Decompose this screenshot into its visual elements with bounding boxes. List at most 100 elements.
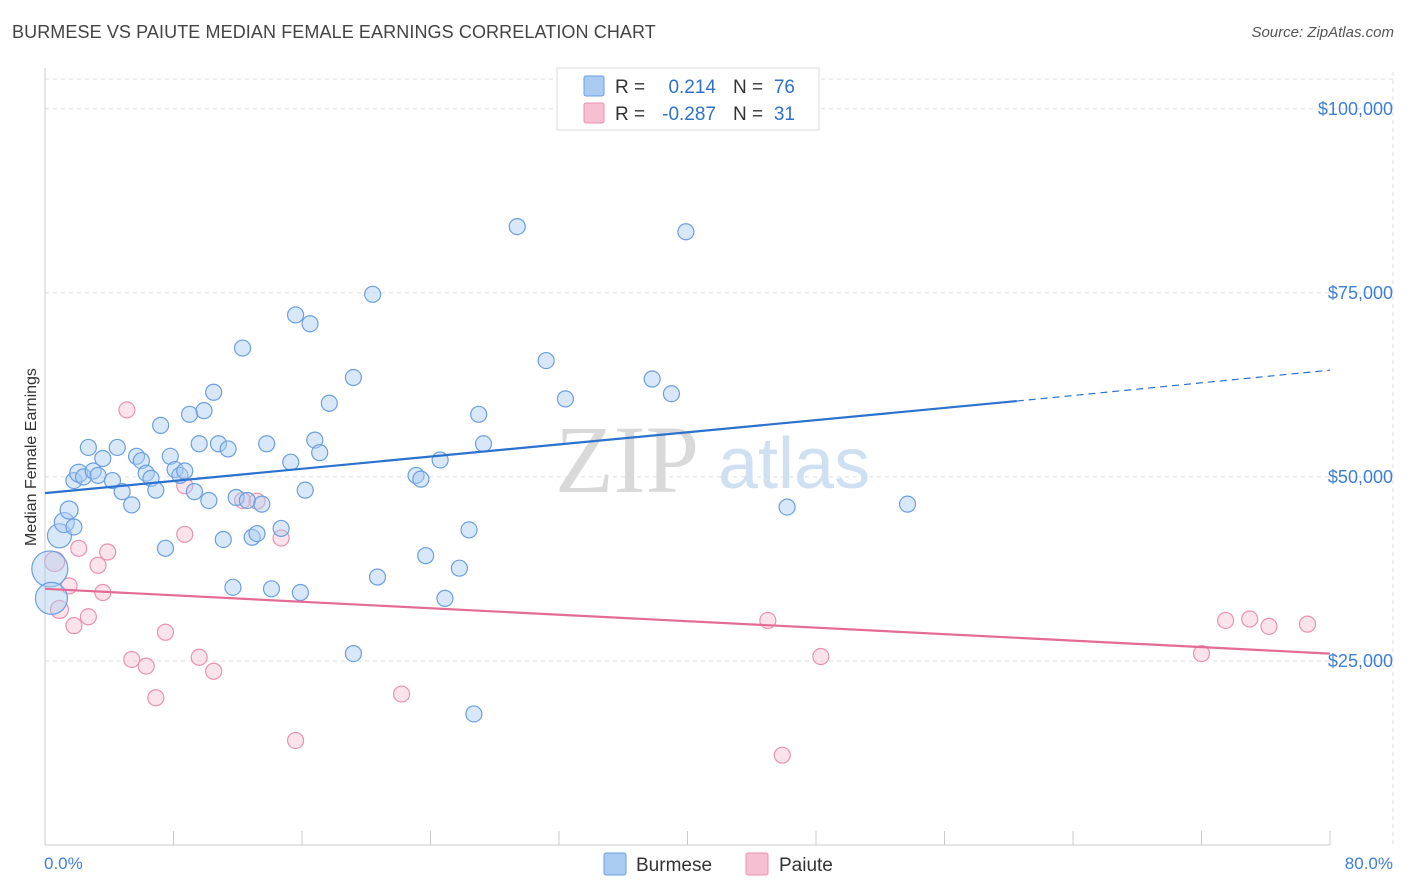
burmese-point-31 bbox=[195, 402, 213, 420]
legend-n-value-burmese: 76 bbox=[774, 77, 795, 98]
burmese-point-49 bbox=[291, 583, 309, 602]
burmese-point-2 bbox=[46, 523, 73, 549]
burmese-point-27 bbox=[176, 462, 194, 480]
burmese-point-47 bbox=[282, 453, 300, 471]
paiute-point-14 bbox=[176, 477, 194, 495]
y-tick-label-1: $50,000 bbox=[1328, 467, 1393, 487]
paiute-point-9 bbox=[118, 401, 136, 419]
paiute-point-6 bbox=[89, 556, 107, 574]
paiute-point-29 bbox=[1260, 617, 1278, 635]
paiute-point-30 bbox=[1298, 615, 1317, 633]
burmese-point-53 bbox=[311, 444, 329, 462]
bottom-legend-swatch-burmese bbox=[603, 852, 627, 876]
burmese-point-54 bbox=[320, 394, 338, 412]
burmese-point-29 bbox=[185, 483, 203, 501]
burmese-point-51 bbox=[301, 315, 319, 333]
burmese-point-57 bbox=[368, 568, 387, 586]
burmese-point-12 bbox=[94, 449, 112, 468]
burmese-point-38 bbox=[227, 488, 245, 507]
burmese-point-3 bbox=[53, 511, 75, 534]
series-paiute-points bbox=[44, 401, 1317, 764]
paiute-point-8 bbox=[99, 543, 117, 561]
burmese-point-9 bbox=[79, 438, 97, 457]
series-legend: Burmese Paiute bbox=[603, 852, 833, 876]
burmese-point-56 bbox=[364, 285, 382, 303]
burmese-point-30 bbox=[190, 435, 208, 453]
legend-swatch-burmese bbox=[583, 75, 605, 97]
burmese-point-21 bbox=[147, 481, 165, 499]
legend-r-value-paiute: -0.287 bbox=[662, 104, 716, 125]
legend-swatch-paiute bbox=[583, 102, 605, 124]
burmese-point-46 bbox=[272, 519, 290, 538]
burmese-point-0 bbox=[31, 550, 69, 588]
burmese-point-73 bbox=[662, 385, 681, 403]
burmese-point-22 bbox=[152, 416, 170, 434]
burmese-point-66 bbox=[474, 435, 493, 453]
paiute-point-22 bbox=[392, 685, 411, 703]
paiute-point-21 bbox=[286, 731, 305, 750]
burmese-point-15 bbox=[113, 483, 131, 501]
y-axis-label: Median Female Earnings bbox=[23, 368, 40, 546]
paiute-point-13 bbox=[156, 623, 175, 641]
burmese-trend-extension bbox=[1016, 369, 1331, 402]
paiute-point-11 bbox=[137, 657, 155, 675]
burmese-point-55 bbox=[344, 368, 362, 387]
burmese-point-8 bbox=[74, 468, 93, 486]
paiute-point-5 bbox=[79, 608, 97, 626]
legend-r-value-burmese: 0.214 bbox=[668, 77, 716, 98]
burmese-point-48 bbox=[286, 306, 305, 324]
axes bbox=[44, 68, 1331, 846]
burmese-point-32 bbox=[200, 491, 218, 510]
watermark-atlas: atlas bbox=[718, 424, 870, 504]
chart-title: BURMESE VS PAIUTE MEDIAN FEMALE EARNINGS… bbox=[12, 22, 656, 42]
stats-legend: R = 0.214 N = 76 R = -0.287 N = 31 bbox=[556, 67, 820, 131]
burmese-point-19 bbox=[137, 464, 155, 482]
burmese-point-34 bbox=[209, 435, 228, 453]
paiute-point-3 bbox=[65, 617, 83, 635]
burmese-point-4 bbox=[59, 500, 79, 520]
paiute-point-10 bbox=[123, 650, 141, 669]
burmese-point-42 bbox=[248, 524, 266, 543]
burmese-point-40 bbox=[238, 491, 256, 510]
paiute-point-28 bbox=[1241, 610, 1259, 628]
source-label: Source: ZipAtlas.com bbox=[1251, 24, 1394, 41]
burmese-point-44 bbox=[258, 435, 276, 453]
burmese-point-65 bbox=[470, 405, 488, 423]
burmese-point-23 bbox=[156, 539, 175, 557]
burmese-point-45 bbox=[262, 580, 281, 598]
y-tick-labels: $25,000 $50,000 $75,000 $100,000 bbox=[1318, 99, 1393, 671]
x-tick-label-max: 80.0% bbox=[1345, 854, 1393, 873]
burmese-point-50 bbox=[296, 481, 314, 499]
burmese-point-37 bbox=[224, 578, 242, 596]
bottom-legend-label-paiute: Paiute bbox=[779, 855, 833, 876]
burmese-point-5 bbox=[65, 518, 83, 536]
paiute-point-24 bbox=[773, 746, 791, 764]
trend-lines bbox=[44, 369, 1331, 655]
burmese-point-36 bbox=[219, 440, 237, 458]
burmese-point-28 bbox=[180, 405, 199, 423]
burmese-point-68 bbox=[344, 644, 362, 663]
paiute-point-15 bbox=[176, 525, 194, 543]
burmese-point-67 bbox=[465, 705, 483, 723]
paiute-point-26 bbox=[1192, 644, 1211, 663]
burmese-point-14 bbox=[108, 438, 126, 457]
paiute-point-20 bbox=[272, 529, 290, 547]
y-tick-label-3: $100,000 bbox=[1318, 99, 1393, 119]
burmese-point-59 bbox=[412, 470, 430, 488]
paiute-point-16 bbox=[190, 648, 208, 666]
burmese-point-39 bbox=[233, 339, 252, 357]
burmese-point-64 bbox=[460, 521, 478, 539]
bottom-legend-label-burmese: Burmese bbox=[636, 855, 712, 876]
series-burmese-points bbox=[31, 218, 917, 723]
bottom-legend-swatch-paiute bbox=[745, 852, 769, 876]
burmese-point-76 bbox=[898, 495, 917, 513]
burmese-trend-line bbox=[44, 399, 1017, 495]
burmese-point-71 bbox=[556, 390, 575, 408]
burmese-point-43 bbox=[253, 495, 271, 513]
watermark: ZIP atlas bbox=[555, 406, 870, 513]
legend-n-value-paiute: 31 bbox=[774, 104, 795, 125]
legend-r-label-burmese: R = bbox=[615, 77, 645, 98]
burmese-point-63 bbox=[450, 559, 469, 577]
burmese-point-69 bbox=[508, 218, 526, 236]
